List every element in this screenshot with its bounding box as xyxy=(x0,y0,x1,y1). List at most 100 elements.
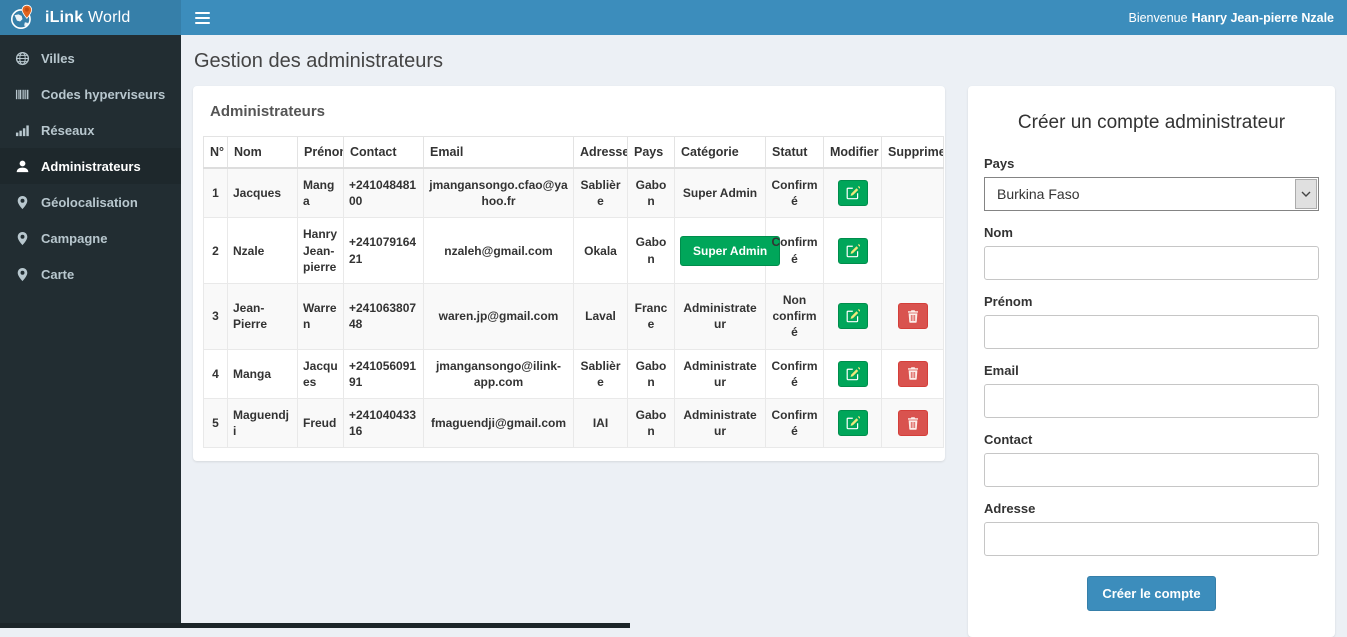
trash-icon xyxy=(907,416,919,430)
column-header-categorie: Catégorie xyxy=(674,136,766,169)
cell-nom: Jacques xyxy=(227,167,298,219)
sidebar-item-carte[interactable]: Carte xyxy=(0,256,181,292)
column-header-email: Email xyxy=(423,136,574,169)
welcome-message: Bienvenue Hanry Jean-pierre Nzale xyxy=(1128,10,1334,25)
cell-email: fmaguendji@gmail.com xyxy=(423,397,574,449)
cell-pays: Gabon xyxy=(627,397,675,449)
cell-categorie: Administrateur xyxy=(674,348,766,399)
map-marker-icon xyxy=(14,194,30,210)
table-row: 4 Manga Jacques +24105609191 jmangansongo@il… xyxy=(203,348,944,399)
sidebar-item-reseaux[interactable]: Réseaux xyxy=(0,112,181,148)
categorie-text: Administrateur xyxy=(683,407,757,439)
prenom-label: Prénom xyxy=(984,294,1033,309)
cell-nom: Maguendji xyxy=(227,397,298,449)
column-header-modifier: Modifier xyxy=(823,136,882,169)
adresse-input[interactable] xyxy=(984,522,1319,556)
brand-title: iLink World xyxy=(45,8,131,26)
prenom-input[interactable] xyxy=(984,315,1319,349)
main-content: Gestion des administrateurs Administrate… xyxy=(181,35,1347,637)
sidebar-item-administrateurs[interactable]: Administrateurs xyxy=(0,148,181,184)
column-header-supprimer: Supprimer xyxy=(881,136,944,169)
barcode-icon xyxy=(14,86,30,102)
table-row: 5 Maguendji Freud +24104043316 fmaguendji@gm… xyxy=(203,397,944,449)
email-input[interactable] xyxy=(984,384,1319,418)
delete-button[interactable] xyxy=(897,360,928,387)
sidebar-item-villes[interactable]: Villes xyxy=(0,40,181,76)
super-admin-badge-button[interactable]: Super Admin xyxy=(680,235,781,266)
cell-statut: Confirmé xyxy=(765,397,824,449)
delete-button[interactable] xyxy=(897,410,928,437)
cell-prenom: Manga xyxy=(297,167,344,219)
cell-prenom: Freud xyxy=(297,397,344,449)
cell-categorie: Administrateur xyxy=(674,282,766,350)
trash-icon xyxy=(907,309,919,323)
edit-icon xyxy=(846,243,860,258)
cell-pays: Gabon xyxy=(627,348,675,399)
ilink-globe-pin-icon xyxy=(9,4,36,31)
cell-statut: Confirmé xyxy=(765,167,824,219)
table-row: 2 Nzale Hanry Jean-pierre +24107916421 nzale… xyxy=(203,217,944,284)
brand-logo[interactable]: iLink World xyxy=(0,0,181,35)
cell-nom: Manga xyxy=(227,348,298,399)
column-header-prenom: Prénom xyxy=(297,136,344,169)
sidebar-item-geolocalisation[interactable]: Géolocalisation xyxy=(0,184,181,220)
cell-supprimer xyxy=(881,397,944,449)
categorie-text: Administrateur xyxy=(683,301,757,332)
nom-input[interactable] xyxy=(984,246,1319,280)
adresse-label: Adresse xyxy=(984,501,1036,516)
cell-contact: +24104848100 xyxy=(343,167,424,219)
edit-button[interactable] xyxy=(837,360,868,387)
cell-pays: Gabon xyxy=(627,167,675,219)
sidebar-item-codes-hyperviseurs[interactable]: Codes hyperviseurs xyxy=(0,76,181,112)
current-user-name: Hanry Jean-pierre Nzale xyxy=(1191,10,1334,25)
sidebar-toggle-button[interactable] xyxy=(181,0,223,35)
cell-supprimer xyxy=(881,348,944,399)
signal-bars-icon xyxy=(14,122,30,138)
cell-modifier xyxy=(823,348,882,399)
table-row: 3 Jean-Pierre Warren +24106380748 waren.jp@g… xyxy=(203,282,944,350)
edit-button[interactable] xyxy=(837,410,868,437)
sidebar-item-campagne[interactable]: Campagne xyxy=(0,220,181,256)
cell-contact: +24105609191 xyxy=(343,348,424,399)
row-number: 3 xyxy=(203,282,228,350)
pays-select[interactable]: Burkina Faso xyxy=(984,177,1319,211)
create-account-button[interactable]: Créer le compte xyxy=(1087,576,1216,611)
edit-button[interactable] xyxy=(837,303,868,330)
administrators-panel: Administrateurs N°NomPrénomContactEmailA… xyxy=(193,86,945,462)
hamburger-icon xyxy=(194,11,210,24)
delete-button[interactable] xyxy=(897,303,928,330)
table-row: 1 Jacques Manga +24104848100 jmangansongo.cf… xyxy=(203,167,944,219)
row-number: 4 xyxy=(203,348,228,399)
row-number: 1 xyxy=(203,167,228,219)
create-admin-panel: Créer un compte administrateur Pays Burk… xyxy=(968,86,1335,637)
cell-nom: Nzale xyxy=(227,217,298,284)
cell-adresse: IAI xyxy=(573,397,628,449)
chevron-down-icon xyxy=(1295,179,1317,209)
cell-email: waren.jp@gmail.com xyxy=(423,282,574,350)
cell-supprimer xyxy=(881,217,944,284)
form-title: Créer un compte administrateur xyxy=(1017,112,1286,133)
cell-contact: +24106380748 xyxy=(343,282,424,350)
cell-email: nzaleh@gmail.com xyxy=(423,217,574,284)
cell-adresse: Sablière xyxy=(573,348,628,399)
cell-categorie: Administrateur xyxy=(674,397,766,449)
categorie-text: Administrateur xyxy=(683,358,757,389)
edit-button[interactable] xyxy=(837,237,868,264)
pays-selected-value: Burkina Faso xyxy=(997,186,1080,202)
cell-modifier xyxy=(823,282,882,350)
cell-modifier xyxy=(823,167,882,219)
edit-button[interactable] xyxy=(837,180,868,207)
cell-modifier xyxy=(823,217,882,284)
bottom-strip xyxy=(0,623,630,628)
panel-title: Administrateurs xyxy=(210,103,326,120)
contact-input[interactable] xyxy=(984,453,1319,487)
globe-icon xyxy=(14,50,30,66)
email-label: Email xyxy=(984,363,1019,378)
cell-pays: France xyxy=(627,282,675,350)
pays-label: Pays xyxy=(984,156,1015,171)
table-header-row: N°NomPrénomContactEmailAdressePaysCatégo… xyxy=(203,136,944,169)
column-header-n-: N° xyxy=(203,136,228,169)
cell-categorie: Super Admin xyxy=(674,167,766,219)
cell-contact: +24104043316 xyxy=(343,397,424,449)
cell-categorie: Super Admin xyxy=(674,217,781,284)
